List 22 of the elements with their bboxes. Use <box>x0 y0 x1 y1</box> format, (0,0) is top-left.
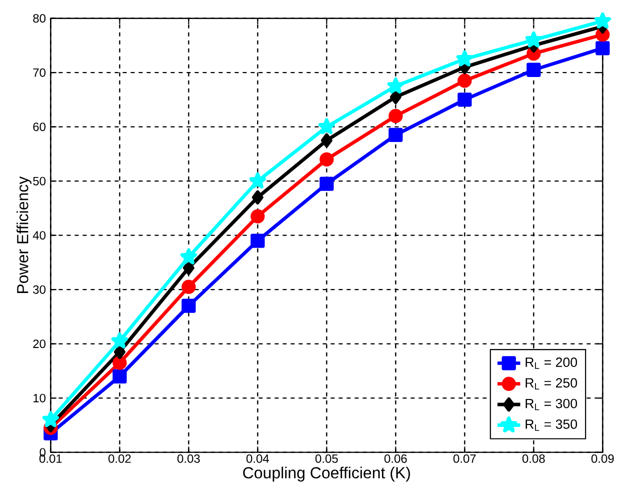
x-tick-label: 0.09 <box>591 454 614 463</box>
y-tick-label: 20 <box>33 340 46 348</box>
x-tick-label: 0.03 <box>177 454 200 463</box>
y-tick-label: 80 <box>33 14 46 23</box>
x-tick-label: 0.05 <box>315 454 338 463</box>
legend-label: R$_{L}$ = 350 <box>526 419 578 431</box>
x-tick-label: 0.02 <box>108 454 131 463</box>
x-tick-label: 0.07 <box>453 454 476 463</box>
y-tick-label: 30 <box>33 285 46 294</box>
y-tick-label: 40 <box>32 231 46 240</box>
x-axis-title: Coupling Coefficient (K) <box>243 466 410 482</box>
y-tick-label: 60 <box>33 122 46 132</box>
y-tick-label: 50 <box>33 176 46 186</box>
x-tick-label: 0.06 <box>384 454 407 463</box>
x-tick-label: 0.04 <box>246 454 269 463</box>
legend-label: R$_{L}$ = 300 <box>526 398 578 410</box>
legend-label: R$_{L}$ = 250 <box>526 378 578 390</box>
x-tick-label: 0.08 <box>522 454 545 463</box>
y-axis-title: Power Efficiency <box>16 176 32 293</box>
y-tick-label: 10 <box>34 394 46 402</box>
legend-label: R$_{L}$ = 200 <box>526 358 578 369</box>
y-tick-label: 70 <box>33 68 46 77</box>
